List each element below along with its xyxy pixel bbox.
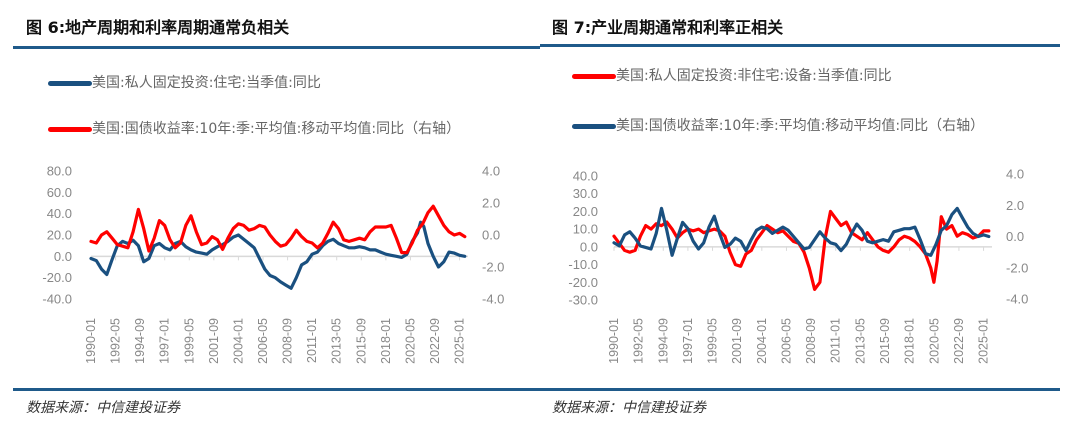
x-tick-label: 2011-01	[829, 318, 843, 363]
y-left-tick-label: 30.0	[573, 186, 598, 201]
y-left-tick-label: -40.0	[42, 292, 72, 307]
x-tick-label: 1997-01	[681, 318, 695, 364]
x-tick-label: 2011-01	[305, 318, 319, 363]
x-tick-label: 1994-09	[656, 318, 670, 364]
y-left-tick-label: 10.0	[573, 222, 598, 237]
figure-7-legend-item-2: 美国:国债收益率:10年:季:平均值:移动平均值:同比（右轴）	[572, 115, 1042, 137]
y-left-tick-label: 20.0	[573, 204, 598, 219]
x-tick-label: 2004-01	[231, 318, 245, 364]
x-tick-label: 1990-01	[84, 318, 98, 364]
x-tick-label: 2018-01	[903, 318, 917, 364]
legend-swatch-blue	[48, 81, 92, 86]
series-line-left-axis	[89, 220, 467, 290]
y-right-tick-label: 0.0	[1006, 229, 1024, 244]
x-tick-label: 2001-09	[730, 318, 744, 364]
y-left-tick-label: 0.0	[580, 239, 598, 254]
x-tick-label: 2001-09	[207, 318, 221, 364]
x-tick-label: 2018-01	[379, 318, 393, 364]
figure-6-chart: 80.0 60.0 40.0 20.0 0.0 -20.0 -40.0 4.0 2.0 0.0 -2…	[42, 164, 504, 364]
y-left-tick-label: -20.0	[42, 270, 72, 285]
figure-7-panel: 图 7:产业周期通常和利率正相关 美国:私人固定投资:非住宅:设备:当季值:同比…	[540, 0, 1080, 440]
figure-6-source: 数据来源：中信建投证券	[26, 400, 180, 416]
y-left-tick-label: -20.0	[568, 275, 598, 290]
x-tick-label: 2025-01	[453, 318, 467, 364]
x-tick-label: 2025-01	[977, 318, 991, 364]
x-tick-label: 1999-05	[706, 318, 720, 364]
x-tick-label: 2022-09	[428, 318, 442, 364]
x-tick-label: 2022-09	[952, 318, 966, 364]
y-right-tick-label: -4.0	[482, 292, 504, 307]
y-left-tick-label: -10.0	[568, 257, 598, 272]
y-right-tick-label: -4.0	[1006, 292, 1028, 307]
figure-7-top-rule	[540, 44, 1060, 47]
y-right-tick-label: 4.0	[482, 164, 500, 179]
legend-swatch-red	[572, 74, 616, 79]
y-left-tick-label: 60.0	[47, 185, 72, 200]
figure-6-panel: 图 6:地产周期和利率周期通常负相关 美国:私人固定投资:住宅:当季值:同比 美…	[13, 18, 540, 416]
x-tick-label: 1997-01	[158, 318, 172, 364]
y-left-tick-label: 20.0	[47, 228, 72, 243]
figure-6-bottom-rule	[13, 388, 540, 391]
series-line-right-axis	[612, 206, 991, 257]
x-tick-label: 2008-09	[281, 318, 295, 364]
y-left-tick-label: -30.0	[568, 293, 598, 308]
y-left-tick-label: 40.0	[47, 206, 72, 221]
figure-7-bottom-rule	[540, 388, 1060, 391]
y-left-tick-label: 0.0	[54, 249, 72, 264]
figure-6-title: 图 6:地产周期和利率周期通常负相关	[26, 18, 290, 37]
legend-swatch-blue	[572, 124, 616, 129]
series-line-right-axis	[89, 204, 467, 255]
x-tick-label: 2013-05	[330, 318, 344, 364]
legend-label: 美国:国债收益率:10年:季:平均值:移动平均值:同比（右轴）	[616, 118, 985, 134]
y-right-tick-label: -2.0	[1006, 260, 1028, 275]
x-tick-label: 1990-01	[607, 318, 621, 364]
x-tick-label: 1994-09	[133, 318, 147, 364]
x-tick-label: 1999-05	[182, 318, 196, 364]
figure-7-source: 数据来源：中信建投证券	[552, 400, 706, 416]
y-left-tick-label: 80.0	[47, 164, 72, 179]
legend-swatch-red	[48, 127, 92, 132]
x-tick-label: 2008-09	[804, 318, 818, 364]
figure-7-legend-item-1: 美国:私人固定投资:非住宅:设备:当季值:同比	[572, 65, 1032, 87]
y-right-tick-label: 0.0	[482, 228, 500, 243]
legend-label: 美国:私人固定投资:非住宅:设备:当季值:同比	[616, 68, 892, 84]
x-tick-label: 2004-01	[755, 318, 769, 364]
figure-6-legend-item-1: 美国:私人固定投资:住宅:当季值:同比	[48, 72, 488, 94]
x-tick-label: 2006-05	[256, 318, 270, 364]
y-right-tick-label: 4.0	[1006, 167, 1024, 182]
figure-7-chart: 40.0 30.0 20.0 10.0 0.0 -10.0 -20.0 -30.0 4.0 2.0…	[568, 167, 1028, 364]
legend-label: 美国:私人固定投资:住宅:当季值:同比	[92, 75, 321, 91]
y-right-tick-label: -2.0	[482, 260, 504, 275]
x-tick-label: 2020-05	[927, 318, 941, 364]
figure-6-top-rule	[13, 46, 540, 49]
y-right-tick-label: 2.0	[1006, 198, 1024, 213]
x-tick-label: 1992-05	[109, 318, 123, 364]
legend-label: 美国:国债收益率:10年:季:平均值:移动平均值:同比（右轴）	[92, 121, 461, 137]
y-left-tick-label: 40.0	[573, 169, 598, 184]
x-tick-label: 2015-09	[878, 318, 892, 364]
x-tick-label: 2006-05	[779, 318, 793, 364]
x-tick-label: 2015-09	[354, 318, 368, 364]
figure-6-legend-item-2: 美国:国债收益率:10年:季:平均值:移动平均值:同比（右轴）	[48, 118, 498, 140]
x-tick-label: 2013-05	[853, 318, 867, 364]
figure-7-title: 图 7:产业周期通常和利率正相关	[552, 18, 784, 37]
x-tick-label: 2020-05	[403, 318, 417, 364]
x-tick-label: 1992-05	[632, 318, 646, 364]
y-right-tick-label: 2.0	[482, 196, 500, 211]
